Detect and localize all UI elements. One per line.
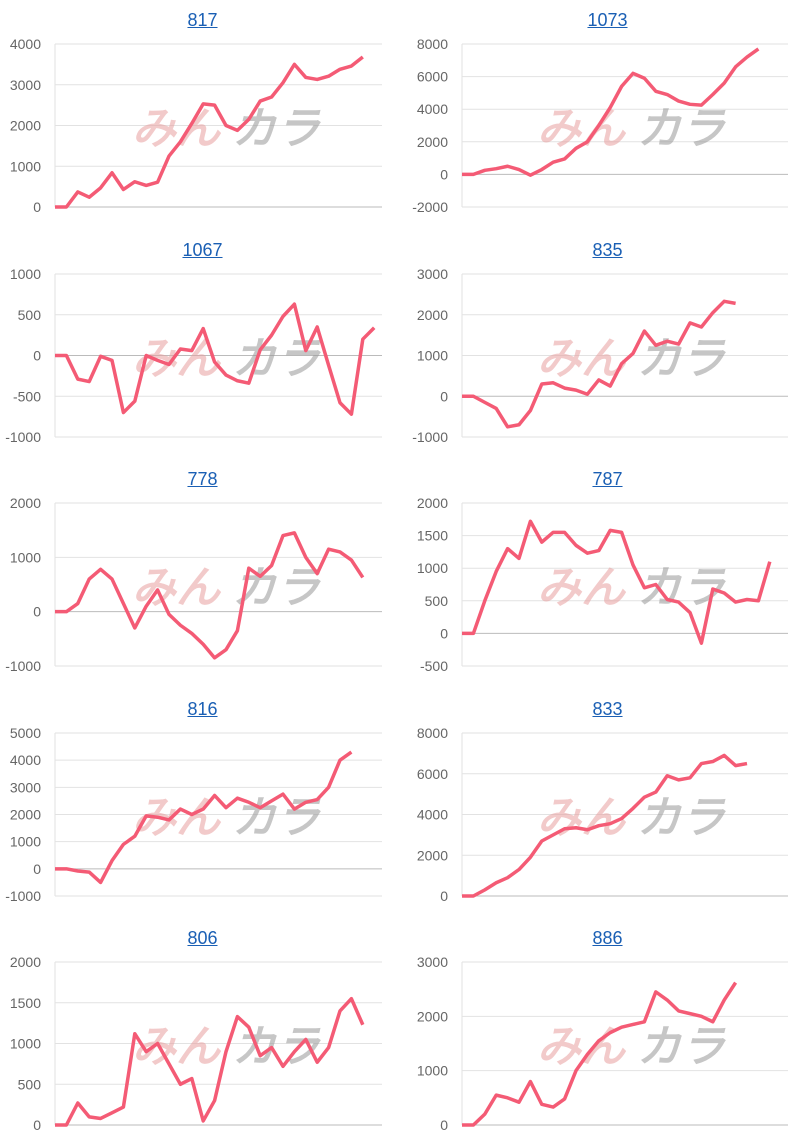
- y-tick-label: 2000: [417, 306, 448, 322]
- y-tick-label: -500: [420, 658, 448, 674]
- y-tick-label: 2000: [417, 847, 448, 863]
- y-tick-label: 0: [440, 625, 448, 641]
- y-tick-label: 8000: [417, 725, 448, 741]
- line-chart: 0 1000 2000 3000 みんカラ: [405, 918, 810, 1147]
- y-tick-label: 3000: [10, 779, 41, 795]
- y-tick-label: 0: [33, 860, 41, 876]
- y-tick-label: 4000: [10, 36, 41, 52]
- y-tick-label: 4000: [417, 806, 448, 822]
- y-tick-label: 0: [440, 388, 448, 404]
- watermark-logo: みんカラ: [132, 563, 321, 614]
- watermark-logo: みんカラ: [537, 563, 726, 614]
- svg-text:みん: みん: [537, 563, 627, 614]
- line-chart: 0 1000 2000 3000 4000 みんカラ: [0, 0, 405, 229]
- line-chart: -1000010002000300040005000みんカラ: [0, 689, 405, 918]
- y-tick-label: -1000: [5, 429, 41, 445]
- y-tick-label: 0: [440, 166, 448, 182]
- y-tick-label: 1500: [10, 995, 41, 1011]
- y-tick-label: 6000: [417, 69, 448, 85]
- watermark-logo: みんカラ: [537, 792, 726, 843]
- svg-text:カラ: カラ: [232, 104, 321, 155]
- y-tick-label: 0: [33, 199, 41, 215]
- y-tick-label: 1000: [417, 560, 448, 576]
- y-tick-label: -1000: [412, 429, 448, 445]
- y-tick-label: 0: [440, 888, 448, 904]
- y-tick-label: 3000: [417, 266, 448, 282]
- line-chart: 0500100015002000みんカラ: [0, 918, 405, 1147]
- y-tick-label: 1000: [417, 1063, 448, 1079]
- y-tick-label: 2000: [10, 806, 41, 822]
- y-tick-label: 0: [440, 1117, 448, 1133]
- y-tick-label: 0: [33, 1117, 41, 1133]
- y-tick-label: 500: [18, 1076, 42, 1092]
- y-tick-label: 1000: [10, 549, 41, 565]
- series-line: [55, 304, 374, 414]
- watermark-logo: みんカラ: [537, 1022, 726, 1073]
- line-chart: -2000 0 2000 4000 6000 8000 みんカラ: [405, 0, 810, 229]
- y-tick-label: 2000: [10, 954, 41, 970]
- y-tick-label: 500: [18, 306, 42, 322]
- line-chart: 0 2000 4000 6000 8000 みんカラ: [405, 689, 810, 918]
- line-chart: -1000-50005001000みんカラ: [0, 230, 405, 459]
- y-tick-label: 6000: [417, 765, 448, 781]
- y-tick-label: 500: [425, 593, 449, 609]
- y-tick-label: 1500: [417, 528, 448, 544]
- line-chart: -1000 0 1000 2000 3000 みんカラ: [405, 230, 810, 459]
- y-tick-label: 4000: [417, 101, 448, 117]
- y-tick-label: 8000: [417, 36, 448, 52]
- y-tick-label: 2000: [417, 134, 448, 150]
- svg-text:みん: みん: [132, 1022, 222, 1073]
- svg-text:カラ: カラ: [637, 104, 726, 155]
- y-tick-label: 1000: [10, 158, 41, 174]
- y-tick-label: 2000: [10, 495, 41, 511]
- y-tick-label: 1000: [417, 347, 448, 363]
- y-tick-label: 1000: [10, 1036, 41, 1052]
- y-tick-label: 0: [33, 604, 41, 620]
- watermark-logo: みんカラ: [537, 104, 726, 155]
- y-tick-label: -2000: [412, 199, 448, 215]
- watermark-logo: みんカラ: [537, 333, 726, 384]
- y-tick-label: -500: [13, 388, 41, 404]
- svg-text:カラ: カラ: [637, 1022, 726, 1073]
- y-tick-label: 1000: [10, 266, 41, 282]
- y-tick-label: 2000: [417, 495, 448, 511]
- y-tick-label: 1000: [10, 833, 41, 849]
- line-chart: -500 0 500 1000 1500 2000 みんカラ: [405, 459, 810, 688]
- y-tick-label: 3000: [10, 77, 41, 93]
- y-tick-label: -1000: [5, 888, 41, 904]
- y-tick-label: 5000: [10, 725, 41, 741]
- y-tick-label: 3000: [417, 954, 448, 970]
- svg-text:カラ: カラ: [232, 333, 321, 384]
- y-tick-label: 2000: [10, 118, 41, 134]
- line-chart: -1000 0 1000 2000 みんカラ: [0, 459, 405, 688]
- watermark-logo: みんカラ: [132, 104, 321, 155]
- svg-text:カラ: カラ: [637, 792, 726, 843]
- y-tick-label: 0: [33, 347, 41, 363]
- y-tick-label: 2000: [417, 1008, 448, 1024]
- y-tick-label: 4000: [10, 752, 41, 768]
- y-tick-label: -1000: [5, 658, 41, 674]
